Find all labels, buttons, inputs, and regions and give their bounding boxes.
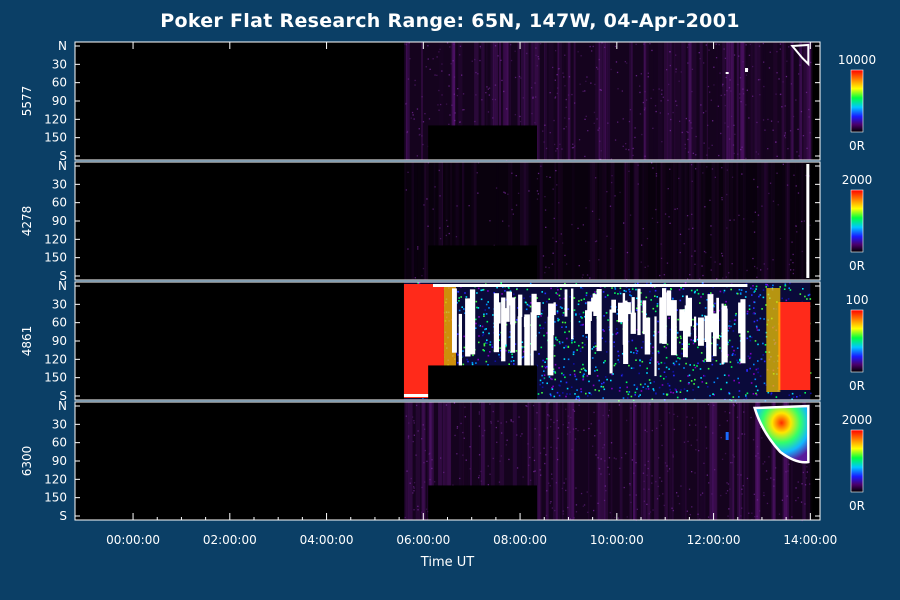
xtick-label-5: 10:00:00 [590, 533, 644, 547]
panel-3-streaks [405, 402, 813, 520]
panel-0-ytick-label-5: 150 [44, 131, 67, 145]
panel-0-dot [745, 68, 749, 72]
xtick-label-4: 08:00:00 [493, 533, 547, 547]
panel-3-ytick-label-4: 120 [44, 472, 67, 486]
panel-2-ytick-label-6: S [59, 389, 67, 403]
panel-1-colorbar [850, 189, 864, 253]
panel-2-top-contour [432, 284, 748, 287]
panel-2-ytick-label-1: 30 [52, 297, 67, 311]
xtick-label-1: 02:00:00 [203, 533, 257, 547]
xtick-label-3: 06:00:00 [396, 533, 450, 547]
panel-3-bright-patch [753, 404, 810, 464]
panel-1-edge-contour [806, 164, 810, 278]
panel-2-ytick-label-0: N [58, 279, 67, 293]
panel-2-ytick-label-4: 120 [44, 352, 67, 366]
panel-0-colorbar [850, 69, 864, 133]
panel-0-speckle [404, 42, 812, 161]
panel-2-colorbar-min: 0R [849, 379, 865, 393]
panel-3-colorbar-min: 0R [849, 499, 865, 513]
panel-0-dot-2 [725, 72, 729, 74]
panel-0-ytick-label-1: 30 [52, 57, 67, 71]
panel-0-ylabel: 5577 [20, 86, 34, 117]
x-axis-label: Time UT [420, 555, 475, 570]
panel-2-bottom-contour [403, 394, 432, 397]
panel-3-ylabel: 6300 [20, 446, 34, 477]
chart-title: Poker Flat Research Range: 65N, 147W, 04… [160, 10, 740, 32]
panel-2-saturated-end-edge [766, 288, 781, 392]
panel-1-ytick-label-4: 120 [44, 232, 67, 246]
panel-2-ytick-label-2: 60 [52, 316, 67, 330]
panel-0-ytick-label-2: 60 [52, 76, 67, 90]
xtick-label-6: 12:00:00 [687, 533, 741, 547]
panel-3-ytick-label-1: 30 [52, 417, 67, 431]
xtick-label-7: 14:00:00 [783, 533, 837, 547]
panel-2-contours [452, 288, 746, 377]
panel-0-ytick-label-4: 120 [44, 112, 67, 126]
panel-3-ytick-label-0: N [58, 399, 67, 413]
panel-3-ytick-label-6: S [59, 509, 67, 523]
panel-2-ytick-label-5: 150 [44, 371, 67, 385]
panel-1-ytick-label-6: S [59, 269, 67, 283]
panel-1-ylabel: 4278 [20, 206, 34, 237]
panel-3-ytick-label-2: 60 [52, 436, 67, 450]
panel-0-contour [790, 43, 810, 67]
panel-0-streaks [405, 42, 813, 160]
panel-0-colorbar-min: 0R [849, 139, 865, 153]
panel-1-streaks [404, 162, 804, 280]
panel-2-saturated-end [778, 302, 811, 390]
panel-2-colorbar [850, 309, 864, 373]
panel-3-ytick-label-5: 150 [44, 491, 67, 505]
panel-1-colorbar-min: 0R [849, 259, 865, 273]
panel-0-ytick-label-0: N [58, 39, 67, 53]
panel-3-small-feature [725, 432, 729, 440]
panel-2-ylabel: 4861 [20, 326, 34, 357]
panel-1-ytick-label-5: 150 [44, 251, 67, 265]
panel-0-ytick-label-6: S [59, 149, 67, 163]
panel-1-ytick-label-1: 30 [52, 177, 67, 191]
panel-3-colorbar-max: 2000 [842, 413, 873, 427]
xtick-label-0: 00:00:00 [106, 533, 160, 547]
panel-1-ytick-label-0: N [58, 159, 67, 173]
panel-3-masked-block [428, 485, 537, 520]
panel-2-masked-block [428, 365, 537, 400]
panel-0-colorbar-max: 10000 [838, 53, 876, 67]
panel-2-colorbar-max: 100 [846, 293, 869, 307]
panel-1-ytick-label-3: 90 [52, 214, 67, 228]
panel-1-ytick-label-2: 60 [52, 196, 67, 210]
panel-1-colorbar-max: 2000 [842, 173, 873, 187]
panel-1-masked-block [428, 245, 537, 280]
panel-0-masked-block [428, 125, 537, 160]
panel-2-ytick-label-3: 90 [52, 334, 67, 348]
panel-3-colorbar [850, 429, 864, 493]
panel-3-ytick-label-3: 90 [52, 454, 67, 468]
xtick-label-2: 04:00:00 [300, 533, 354, 547]
panel-0-ytick-label-3: 90 [52, 94, 67, 108]
